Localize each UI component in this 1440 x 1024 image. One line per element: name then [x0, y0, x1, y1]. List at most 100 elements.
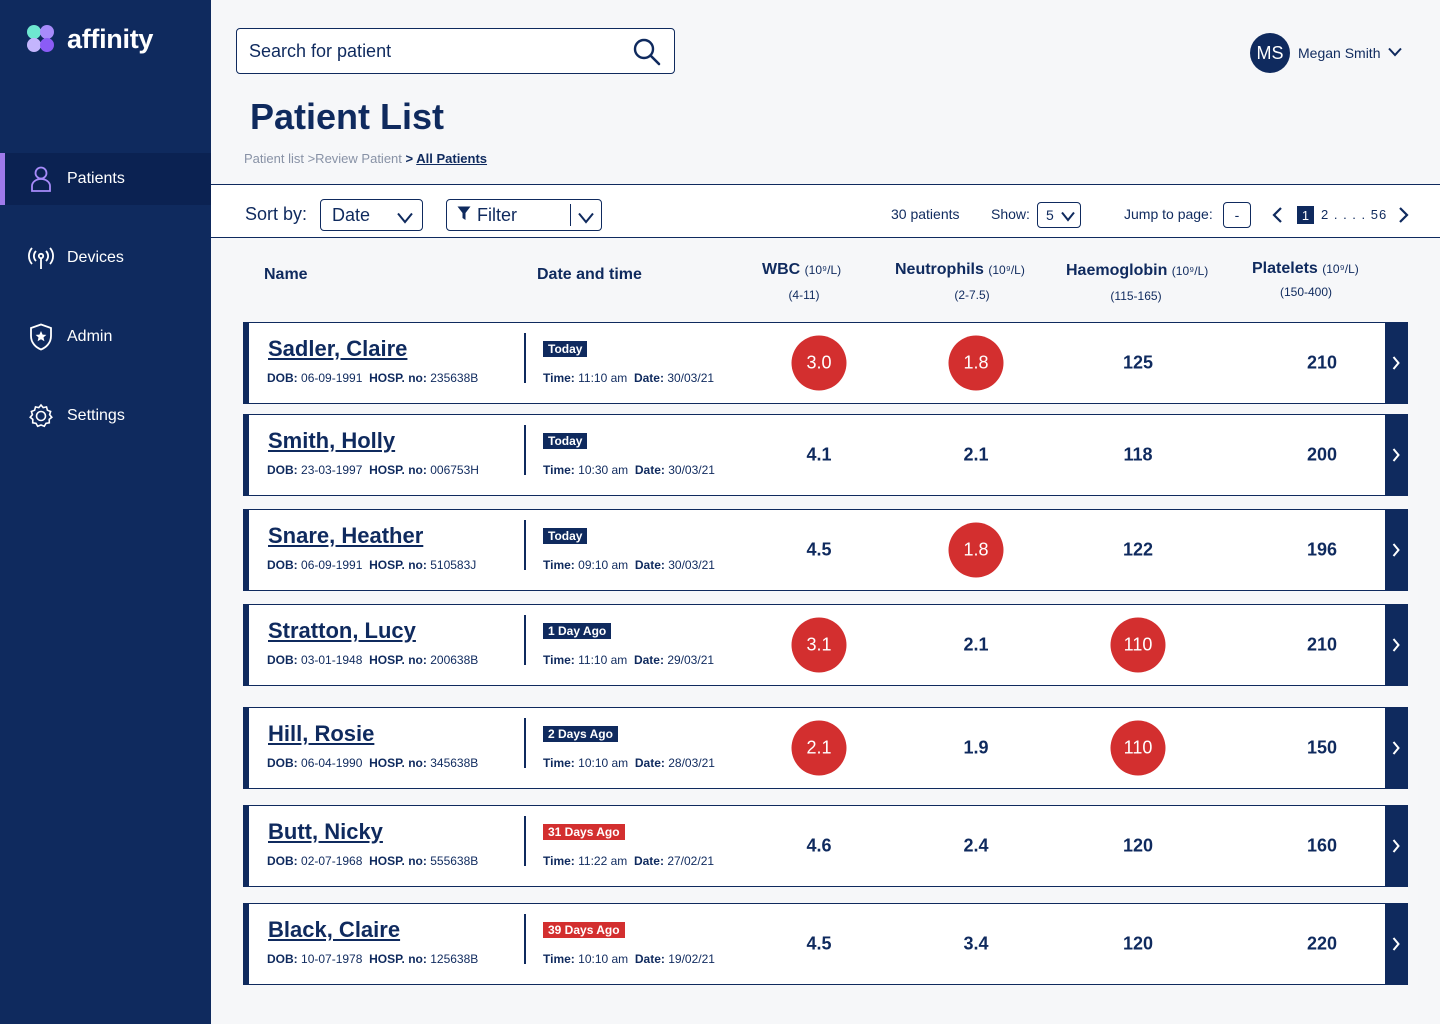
row-divider	[524, 816, 526, 866]
search-input[interactable]	[249, 40, 619, 62]
time-value: 11:22 am	[578, 854, 628, 868]
time-label: Time:	[543, 653, 575, 667]
app-logo[interactable]: affinity	[27, 24, 153, 55]
column-unit: (10⁹/L)	[988, 263, 1025, 277]
open-patient-button[interactable]	[1385, 510, 1407, 590]
patient-name-link[interactable]: Hill, Rosie	[268, 721, 375, 746]
time-value: 10:10 am	[578, 756, 629, 770]
page-range[interactable]: 2 . . . . 5	[1321, 207, 1379, 222]
platelets-value: 210	[1306, 634, 1338, 655]
user-menu[interactable]: MS Megan Smith	[1250, 33, 1403, 73]
row-divider	[524, 425, 526, 475]
column-header-datetime[interactable]: Date and time	[537, 266, 642, 283]
table-row[interactable]: Sadler, Claire DOB: 06-09-1991 HOSP. no: …	[243, 322, 1408, 404]
chevron-down-icon[interactable]	[1388, 44, 1403, 62]
chevron-right-icon	[1392, 638, 1400, 652]
column-unit: (10⁹/L)	[1322, 262, 1359, 276]
filter-select[interactable]: Filter	[446, 199, 602, 231]
page-last[interactable]: 6	[1379, 207, 1387, 222]
hosp-value: 510583J	[430, 558, 477, 572]
platelets-value: 160	[1306, 835, 1338, 856]
search-box[interactable]	[236, 28, 675, 74]
chevron-left-icon[interactable]	[1271, 207, 1283, 228]
recency-badge: Today	[543, 528, 588, 544]
recency-badge: 2 Days Ago	[543, 726, 618, 742]
haemoglobin-value: 122	[1122, 539, 1154, 560]
haemoglobin-value: 110	[1110, 617, 1166, 673]
sidebar-item-settings[interactable]: Settings	[0, 390, 211, 442]
column-header-name[interactable]: Name	[264, 266, 308, 283]
jump-to-page-input[interactable]: -	[1223, 202, 1251, 228]
patient-meta: DOB: 23-03-1997 HOSP. no: 006753H	[267, 463, 479, 477]
sample-time: Time: 11:10 am Date: 30/03/21	[543, 371, 714, 385]
breadcrumb-separator: >	[401, 151, 417, 166]
wbc-value: 3.0	[791, 335, 847, 391]
column-header-haemoglobin[interactable]: Haemoglobin (10⁹/L)	[1066, 262, 1208, 280]
column-header-neutrophils[interactable]: Neutrophils (10⁹/L)	[895, 261, 1025, 279]
sidebar-item-admin[interactable]: Admin	[0, 311, 211, 363]
sort-select[interactable]: Date	[320, 199, 423, 231]
table-row[interactable]: Stratton, Lucy DOB: 03-01-1948 HOSP. no: …	[243, 604, 1408, 686]
date-label: Date:	[634, 952, 665, 966]
wbc-value: 4.1	[806, 444, 832, 465]
open-patient-button[interactable]	[1385, 806, 1407, 886]
table-row[interactable]: Smith, Holly DOB: 23-03-1997 HOSP. no: 00…	[243, 414, 1408, 496]
open-patient-button[interactable]	[1385, 415, 1407, 495]
filter-divider	[569, 204, 571, 226]
column-unit: (10⁹/L)	[804, 263, 842, 277]
patient-name-link[interactable]: Smith, Holly	[268, 428, 396, 453]
page-current[interactable]: 1	[1297, 206, 1314, 224]
table-row[interactable]: Hill, Rosie DOB: 06-04-1990 HOSP. no: 345…	[243, 707, 1408, 789]
column-header-label: Neutrophils	[895, 261, 984, 278]
sidebar-item-label: Settings	[67, 407, 125, 424]
dob-label: DOB:	[267, 952, 298, 966]
column-range-platelets: (150-400)	[1279, 285, 1333, 299]
column-header-wbc[interactable]: WBC (10⁹/L)	[762, 261, 841, 279]
column-header-label: Haemoglobin	[1066, 262, 1168, 279]
search-icon[interactable]	[632, 37, 662, 72]
wbc-value: 4.6	[806, 835, 832, 856]
user-name[interactable]: Megan Smith	[1298, 45, 1381, 61]
column-header-platelets[interactable]: Platelets (10⁹/L)	[1252, 260, 1359, 278]
sidebar-item-label: Patients	[67, 170, 125, 187]
neutrophils-value: 2.4	[963, 835, 989, 856]
patient-name-link[interactable]: Stratton, Lucy	[268, 618, 416, 643]
avatar[interactable]: MS	[1250, 33, 1290, 73]
table-row[interactable]: Snare, Heather DOB: 06-09-1991 HOSP. no: …	[243, 509, 1408, 591]
open-patient-button[interactable]	[1385, 605, 1407, 685]
wbc-value: 4.5	[806, 933, 832, 954]
patient-name-link[interactable]: Sadler, Claire	[268, 336, 408, 361]
sidebar-item-patients[interactable]: Patients	[0, 153, 211, 205]
dob-label: DOB:	[267, 371, 298, 385]
row-divider	[524, 718, 526, 768]
table-row[interactable]: Black, Claire DOB: 10-07-1978 HOSP. no: 1…	[243, 903, 1408, 985]
sample-time: Time: 11:22 am Date: 27/02/21	[543, 854, 714, 868]
chevron-right-icon	[1392, 937, 1400, 951]
time-value: 11:10 am	[578, 371, 628, 385]
breadcrumb-parent[interactable]: Patient list >Review Patient	[244, 151, 402, 166]
date-value: 30/03/21	[667, 371, 715, 385]
column-unit: (10⁹/L)	[1171, 264, 1209, 278]
hosp-value: 345638B	[430, 756, 479, 770]
dob-value: 10-07-1978	[301, 952, 363, 966]
sort-value: Date	[332, 204, 371, 225]
date-value: 27/02/21	[667, 854, 715, 868]
sidebar-item-devices[interactable]: Devices	[0, 232, 211, 284]
open-patient-button[interactable]	[1385, 904, 1407, 984]
platelets-value: 220	[1306, 933, 1338, 954]
patient-name-link[interactable]: Black, Claire	[268, 917, 401, 942]
platelets-value: 210	[1306, 352, 1338, 373]
table-row[interactable]: Butt, Nicky DOB: 02-07-1968 HOSP. no: 555…	[243, 805, 1408, 887]
open-patient-button[interactable]	[1385, 323, 1407, 403]
time-label: Time:	[543, 756, 575, 770]
open-patient-button[interactable]	[1385, 708, 1407, 788]
patient-name-link[interactable]: Snare, Heather	[268, 523, 424, 548]
shield-star-icon	[28, 323, 54, 351]
chevron-right-icon[interactable]	[1398, 207, 1410, 228]
page-size-select[interactable]: 5	[1037, 202, 1081, 228]
date-label: Date:	[633, 653, 664, 667]
sort-label: Sort by:	[245, 204, 308, 224]
breadcrumb-current[interactable]: All Patients	[416, 151, 488, 166]
hosp-value: 125638B	[430, 952, 479, 966]
patient-name-link[interactable]: Butt, Nicky	[268, 819, 383, 844]
